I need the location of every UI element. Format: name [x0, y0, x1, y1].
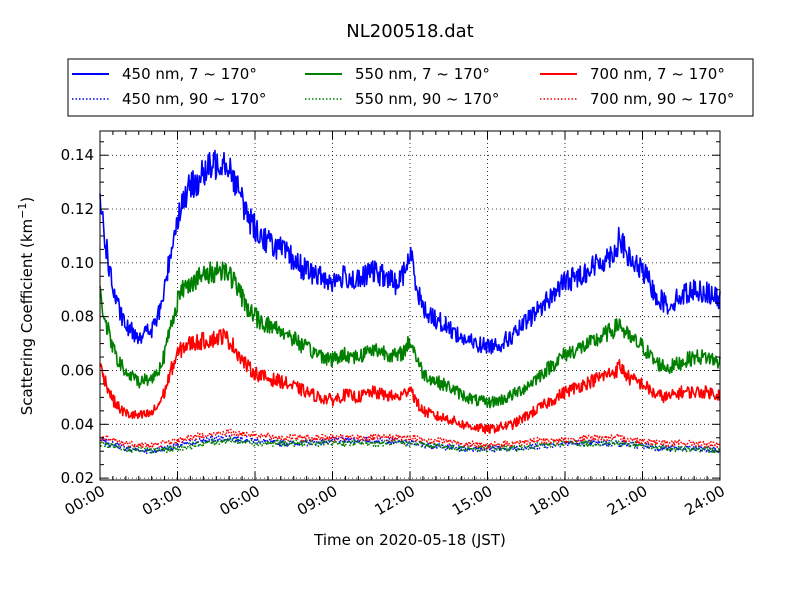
y-tick-label: 0.10: [61, 254, 94, 272]
series-line: [99, 434, 721, 455]
legend-box: [67, 58, 754, 117]
plot-background: [100, 131, 720, 480]
legend-label: 550 nm, 90 ~ 170°: [355, 90, 499, 108]
x-tick-label: 15:00: [449, 482, 495, 519]
x-tick-label: 21:00: [604, 482, 650, 519]
series-line: [99, 261, 721, 409]
x-tick-label: 12:00: [372, 482, 418, 519]
series-layer: [99, 149, 721, 455]
series-line: [99, 436, 721, 455]
legend-label: 700 nm, 7 ~ 170°: [590, 65, 725, 83]
plot-area: 00:00 03:00 06:00 09:00 12:00 15:00 18:00 21:00…: [61, 130, 728, 519]
y-axis-label-main: Scattering Coefficient (km: [18, 219, 36, 415]
x-axis-label: Time on 2020-05-18 (JST): [313, 531, 506, 549]
legend-label: 550 nm, 7 ~ 170°: [355, 65, 490, 83]
y-tick-label: 0.14: [61, 146, 94, 164]
x-tick-label: 24:00: [682, 482, 728, 519]
y-tick-label: 0.04: [61, 415, 94, 433]
y-axis-label-end: ): [18, 197, 36, 203]
legend-label: 450 nm, 7 ~ 170°: [122, 65, 257, 83]
y-tick-label: 0.02: [61, 469, 94, 487]
series-line: [99, 428, 721, 450]
x-tick-label: 00:00: [62, 482, 108, 519]
y-tick-label: 0.12: [61, 200, 94, 218]
series-line: [99, 328, 721, 435]
x-tick-label: 03:00: [139, 482, 185, 519]
x-tick-label: 09:00: [294, 482, 340, 519]
ticks: 00:00 03:00 06:00 09:00 12:00 15:00 18:00 21:00…: [61, 131, 728, 519]
x-tick-label: 06:00: [217, 482, 263, 519]
chart-title: NL200518.dat: [346, 21, 473, 42]
y-axis-label-superscript: −1: [16, 203, 29, 219]
legend-label: 700 nm, 90 ~ 170°: [590, 90, 734, 108]
legend: 450 nm, 7 ~ 170° 450 nm, 90 ~ 170° 550 nm,…: [67, 58, 754, 117]
x-tick-label: 18:00: [527, 482, 573, 519]
series-line: [99, 149, 721, 355]
y-tick-label: 0.06: [61, 361, 94, 379]
y-axis-label: Scattering Coefficient (km−1): [16, 197, 36, 416]
y-tick-label: 0.08: [61, 308, 94, 326]
legend-label: 450 nm, 90 ~ 170°: [122, 90, 266, 108]
